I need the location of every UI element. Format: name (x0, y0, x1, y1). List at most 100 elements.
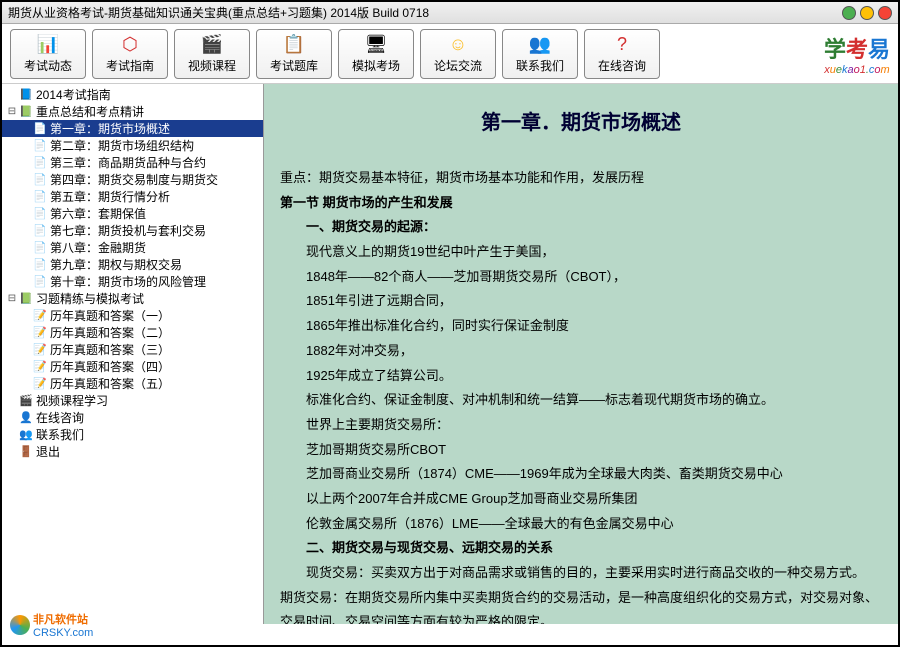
tree-node[interactable]: 📄第十章：期货市场的风险管理 (2, 273, 263, 290)
window-title: 期货从业资格考试-期货基础知识通关宝典(重点总结+习题集) 2014版 Buil… (8, 4, 842, 21)
node-icon: 📝 (32, 360, 48, 374)
tree-node[interactable]: 📝历年真题和答案（五） (2, 375, 263, 392)
content-line: 1882年对冲交易， (280, 339, 882, 364)
node-icon: 📝 (32, 343, 48, 357)
expand-icon[interactable]: ⊟ (6, 106, 18, 117)
tree-node[interactable]: 📄第四章：期货交易制度与期货交 (2, 171, 263, 188)
node-icon: 👤 (18, 411, 34, 425)
exam-news-button[interactable]: 📊考试动态 (10, 29, 86, 79)
tree-node[interactable]: 📄第二章：期货市场组织结构 (2, 137, 263, 154)
tree-node[interactable]: 📄第九章：期权与期权交易 (2, 256, 263, 273)
content-line: 现货交易：买卖双方出于对商品需求或销售的目的，主要采用实时进行商品交收的一种交易… (280, 561, 882, 586)
tree-node[interactable]: 📝历年真题和答案（一） (2, 307, 263, 324)
node-label: 第七章：期货投机与套利交易 (50, 222, 206, 239)
content-line: 重点：期货交易基本特征，期货市场基本功能和作用，发展历程 (280, 166, 882, 191)
question-bank-icon: 📋 (283, 33, 305, 55)
node-icon: 📝 (32, 377, 48, 391)
tree-node[interactable]: 📄第八章：金融期货 (2, 239, 263, 256)
node-label: 第一章：期货市场概述 (50, 120, 170, 137)
node-icon: 📗 (18, 105, 34, 119)
mock-exam-label: 模拟考场 (352, 57, 400, 74)
tree-node[interactable]: 📄第六章：套期保值 (2, 205, 263, 222)
content-line: 1851年引进了远期合同， (280, 289, 882, 314)
tree-node[interactable]: 🚪退出 (2, 443, 263, 460)
node-icon: 📝 (32, 309, 48, 323)
video-course-button[interactable]: 🎬 视频课程 (174, 29, 250, 79)
forum-icon: ☺ (447, 33, 469, 55)
content-line: 第一节 期货市场的产生和发展 (280, 191, 882, 216)
content-line: 1848年——82个商人——芝加哥期货交易所（CBOT）， (280, 265, 882, 290)
tree-node[interactable]: 📄第七章：期货投机与套利交易 (2, 222, 263, 239)
node-icon: 👥 (18, 428, 34, 442)
content-line: 以上两个2007年合并成CME Group芝加哥商业交易所集团 (280, 487, 882, 512)
node-icon: 📄 (32, 156, 48, 170)
exam-guide-label: 考试指南 (106, 57, 154, 74)
online-consult-label: 在线咨询 (598, 57, 646, 74)
node-label: 习题精练与模拟考试 (36, 290, 144, 307)
content-line: 期货交易：在期货交易所内集中买卖期货合约的交易活动，是一种高度组织化的交易方式，… (280, 586, 882, 624)
node-icon: 📄 (32, 207, 48, 221)
question-bank-button[interactable]: 📋考试题库 (256, 29, 332, 79)
tree-node[interactable]: 📝历年真题和答案（四） (2, 358, 263, 375)
exam-guide-icon: ⬡ (119, 33, 141, 55)
node-label: 2014考试指南 (36, 86, 111, 103)
contact-us-label: 联系我们 (516, 57, 564, 74)
content-line: 一、期货交易的起源： (280, 215, 882, 240)
tree-node[interactable]: 📘2014考试指南 (2, 86, 263, 103)
node-icon: 📄 (32, 275, 48, 289)
content-line: 现代意义上的期货19世纪中叶产生于美国， (280, 240, 882, 265)
content-line: 1865年推出标准化合约，同时实行保证金制度 (280, 314, 882, 339)
minimize-button[interactable] (842, 6, 856, 20)
window-buttons (842, 6, 892, 20)
contact-us-button[interactable]: 👥 联系我们 (502, 29, 578, 79)
content-line: 芝加哥商业交易所（1874）CME——1969年成为全球最大肉类、畜类期货交易中… (280, 462, 882, 487)
content-line: 世界上主要期货交易所： (280, 413, 882, 438)
main-area: 📘2014考试指南⊟📗重点总结和考点精讲📄第一章：期货市场概述📄第二章：期货市场… (2, 84, 898, 624)
node-icon: 📄 (32, 258, 48, 272)
tree-node[interactable]: 📄第五章：期货行情分析 (2, 188, 263, 205)
tree-node[interactable]: 👥联系我们 (2, 426, 263, 443)
online-consult-icon: ? (611, 33, 633, 55)
node-label: 历年真题和答案（五） (50, 375, 170, 392)
node-label: 第九章：期权与期权交易 (50, 256, 182, 273)
node-label: 在线咨询 (36, 409, 84, 426)
tree-node[interactable]: 📝历年真题和答案（二） (2, 324, 263, 341)
close-button[interactable] (878, 6, 892, 20)
node-icon: 📝 (32, 326, 48, 340)
forum-button[interactable]: ☺ 论坛交流 (420, 29, 496, 79)
node-icon: 📄 (32, 139, 48, 153)
expand-icon[interactable]: ⊟ (6, 293, 18, 304)
node-icon: 📄 (32, 122, 48, 136)
contact-us-icon: 👥 (529, 33, 551, 55)
tree-node[interactable]: 📄第三章：商品期货品种与合约 (2, 154, 263, 171)
node-label: 联系我们 (36, 426, 84, 443)
node-icon: 📄 (32, 224, 48, 238)
watermark: 非凡软件站 CRSKY.com (6, 609, 97, 641)
tree-node[interactable]: ⊟📗重点总结和考点精讲 (2, 103, 263, 120)
content-pane: 第一章．期货市场概述 重点：期货交易基本特征，期货市场基本功能和作用，发展历程第… (264, 84, 898, 624)
node-label: 退出 (36, 443, 60, 460)
video-course-label: 视频课程 (188, 57, 236, 74)
content-line: 二、期货交易与现货交易、远期交易的关系 (280, 536, 882, 561)
maximize-button[interactable] (860, 6, 874, 20)
chapter-title: 第一章．期货市场概述 (280, 104, 882, 142)
logo: 学考易 (824, 32, 890, 64)
tree-node[interactable]: 🎬视频课程学习 (2, 392, 263, 409)
node-icon: 📄 (32, 241, 48, 255)
mock-exam-button[interactable]: 🖥模拟考场 (338, 29, 414, 79)
node-label: 历年真题和答案（二） (50, 324, 170, 341)
exam-news-icon: 📊 (37, 33, 59, 55)
node-label: 第六章：套期保值 (50, 205, 146, 222)
video-course-icon: 🎬 (201, 33, 223, 55)
forum-label: 论坛交流 (434, 57, 482, 74)
tree-node[interactable]: 📄第一章：期货市场概述 (2, 120, 263, 137)
node-label: 第四章：期货交易制度与期货交 (50, 171, 218, 188)
node-label: 第五章：期货行情分析 (50, 188, 170, 205)
node-label: 历年真题和答案（四） (50, 358, 170, 375)
toolbar: 📊考试动态 ⬡ 考试指南 🎬 视频课程 📋考试题库🖥模拟考场 ☺ 论坛交流 👥 联系我们? 在线咨询… (2, 24, 898, 84)
tree-node[interactable]: 👤在线咨询 (2, 409, 263, 426)
tree-node[interactable]: ⊟📗习题精练与模拟考试 (2, 290, 263, 307)
online-consult-button[interactable]: ? 在线咨询 (584, 29, 660, 79)
exam-guide-button[interactable]: ⬡ 考试指南 (92, 29, 168, 79)
tree-node[interactable]: 📝历年真题和答案（三） (2, 341, 263, 358)
